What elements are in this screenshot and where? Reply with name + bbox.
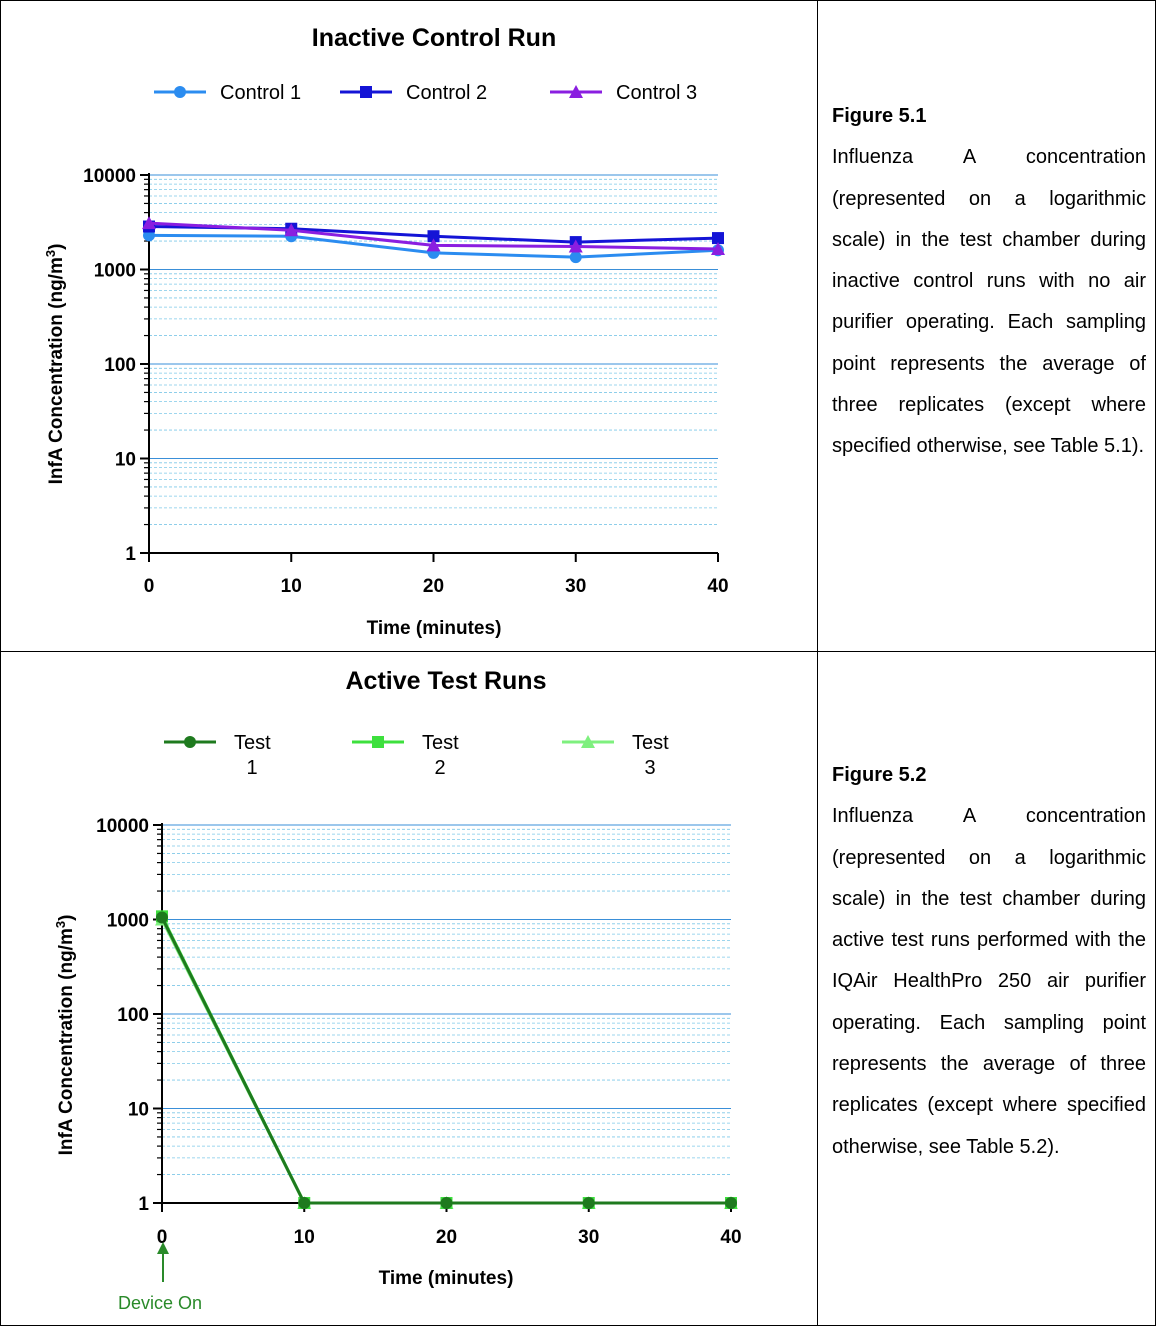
legend-label-line2: 1 [246,757,257,779]
legend-marker [184,736,196,748]
figure-5-1-caption: Figure 5.1 Influenza A concentration (re… [832,96,1146,468]
x-tick-label: 10 [294,1227,315,1248]
x-axis-label: Time (minutes) [379,1268,514,1289]
figure-5-2-caption: Figure 5.2 Influenza A concentration (re… [832,755,1146,1168]
data-point [298,1197,311,1209]
y-tick-label: 100 [117,1005,149,1026]
legend-label-line2: 2 [434,757,445,779]
legend-marker [372,736,384,748]
series-line [160,918,731,1205]
x-tick-label: 30 [565,576,586,597]
x-tick-label: 10 [281,576,302,597]
x-tick-label: 40 [707,576,728,597]
y-axis-label: InfA Concentration (ng/m3) [43,244,68,485]
x-tick-label: 20 [423,576,444,597]
legend-item: Test 3 [562,732,669,779]
x-tick-label: 0 [144,576,155,597]
series-line [160,915,731,1205]
legend-label: Control 1 [220,82,301,104]
legend-label: Control 3 [616,82,697,104]
chart-grid [149,174,718,525]
legend-item: Test 1 [164,732,271,779]
chart-legend: Test 1 Test 2 Test 3 [164,732,669,779]
data-point [711,241,725,255]
y-tick-label: 1000 [107,911,149,932]
legend-item: Control 1 [154,82,301,104]
data-point [568,239,583,253]
data-point [156,911,168,924]
data-point [426,238,441,252]
device-on-annotation: Device On [118,1242,202,1313]
x-tick-label: 40 [720,1227,741,1248]
legend-label-line2: 3 [644,757,655,779]
x-tick-label: 0 [157,1227,168,1248]
series-line [160,916,731,1205]
data-point [427,230,440,243]
legend-marker [569,85,583,98]
y-tick-label: 100 [104,355,136,376]
chart-series [142,216,725,264]
table-border-middle [817,0,818,1326]
data-point [284,223,299,237]
data-point [569,251,582,264]
chart-title: Active Test Runs [346,667,547,695]
table-row-divider [0,651,1156,652]
data-point [440,1197,453,1209]
device-on-label: Device On [118,1293,202,1313]
legend-label-line1: Test [632,732,669,754]
table-border-left [0,0,1,1326]
data-point [712,232,724,245]
caption-title: Figure 5.2 [832,764,927,786]
table-border-top [0,0,1156,1]
data-point [142,216,156,230]
y-tick-label: 1 [125,544,136,565]
chart-axes: 1 10 100 1000 10000 0 10 20 30 40 [83,166,728,597]
caption-text: Influenza A concentration (represented o… [832,146,1146,458]
legend-label-line1: Test [234,732,271,754]
legend-marker [360,86,372,98]
y-tick-label: 10000 [96,816,149,837]
chart-legend: Control 1 Control 2 Control 3 [154,82,697,104]
chart-axes: 1 10 100 1000 10000 0 10 20 30 40 [96,816,741,1248]
caption-text: Influenza A concentration (represented o… [832,805,1146,1158]
legend-marker [174,86,186,98]
legend-item: Test 2 [352,732,459,779]
y-tick-label: 10000 [83,166,136,187]
chart-series [155,910,738,1209]
legend-item: Control 2 [340,82,487,104]
legend-label: Control 2 [406,82,487,104]
y-tick-label: 1000 [94,261,136,282]
legend-label-line1: Test [422,732,459,754]
x-tick-label: 20 [436,1227,457,1248]
y-tick-label: 1 [138,1194,149,1215]
legend-item: Control 3 [550,82,697,104]
legend-marker [581,735,595,748]
x-axis-label: Time (minutes) [367,618,502,639]
y-tick-label: 10 [115,450,136,471]
device-on-arrowhead [157,1242,169,1254]
chart-grid [162,824,731,1175]
data-point [725,1197,737,1209]
x-tick-label: 30 [578,1227,599,1248]
caption-title: Figure 5.1 [832,105,927,127]
y-axis-label: InfA Concentration (ng/m3) [53,915,78,1156]
y-tick-label: 10 [128,1100,149,1121]
chart-title: Inactive Control Run [312,24,556,52]
data-point [582,1197,595,1209]
